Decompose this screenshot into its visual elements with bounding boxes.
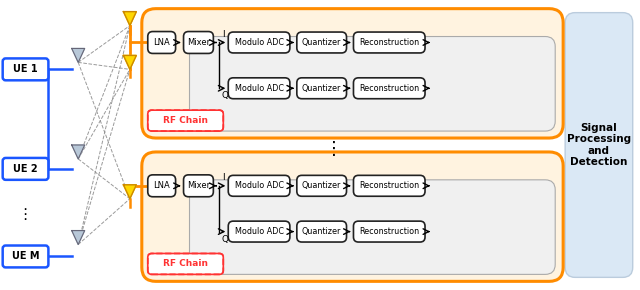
FancyBboxPatch shape [189,37,556,131]
Text: Modulo ADC: Modulo ADC [235,38,284,47]
Text: Modulo ADC: Modulo ADC [235,227,284,236]
Polygon shape [72,231,84,244]
Text: ⋮: ⋮ [324,140,342,158]
FancyBboxPatch shape [228,221,290,242]
Text: Modulo ADC: Modulo ADC [235,84,284,93]
FancyBboxPatch shape [184,32,213,53]
Text: UE 2: UE 2 [13,164,38,174]
FancyBboxPatch shape [184,175,213,197]
Polygon shape [124,185,136,199]
Polygon shape [124,55,136,69]
FancyBboxPatch shape [189,180,556,274]
FancyBboxPatch shape [3,246,49,267]
FancyBboxPatch shape [228,175,290,196]
FancyBboxPatch shape [3,158,49,180]
Text: Mixer: Mixer [187,38,210,47]
FancyBboxPatch shape [353,78,425,99]
FancyBboxPatch shape [3,58,49,80]
FancyBboxPatch shape [148,110,223,131]
FancyBboxPatch shape [142,152,563,281]
Text: UE M: UE M [12,251,39,262]
Text: Quantizer: Quantizer [302,227,341,236]
Text: Q: Q [222,91,229,100]
Text: RF Chain: RF Chain [163,116,208,125]
Text: Q: Q [222,235,229,244]
FancyBboxPatch shape [353,175,425,196]
Text: I: I [222,30,225,39]
FancyBboxPatch shape [228,32,290,53]
Text: LNA: LNA [154,38,170,47]
Polygon shape [124,12,136,26]
Polygon shape [72,145,84,159]
Text: Quantizer: Quantizer [302,84,341,93]
FancyBboxPatch shape [228,78,290,99]
FancyBboxPatch shape [297,221,346,242]
FancyBboxPatch shape [565,13,633,277]
Text: Quantizer: Quantizer [302,181,341,190]
Text: UE 1: UE 1 [13,64,38,74]
Text: Reconstruction: Reconstruction [359,181,419,190]
Text: RF Chain: RF Chain [163,260,208,269]
FancyBboxPatch shape [148,253,223,274]
Text: Modulo ADC: Modulo ADC [235,181,284,190]
Text: Reconstruction: Reconstruction [359,227,419,236]
Text: Signal
Processing
and
Detection: Signal Processing and Detection [567,123,631,167]
FancyBboxPatch shape [297,175,346,196]
FancyBboxPatch shape [297,32,346,53]
FancyBboxPatch shape [148,175,175,197]
Text: Mixer: Mixer [187,181,210,190]
Polygon shape [72,48,84,62]
Text: Reconstruction: Reconstruction [359,38,419,47]
Text: Reconstruction: Reconstruction [359,84,419,93]
FancyBboxPatch shape [353,221,425,242]
Text: ⋮: ⋮ [17,207,32,222]
Text: Quantizer: Quantizer [302,38,341,47]
FancyBboxPatch shape [297,78,346,99]
FancyBboxPatch shape [148,32,175,53]
FancyBboxPatch shape [142,9,563,138]
Text: LNA: LNA [154,181,170,190]
FancyBboxPatch shape [353,32,425,53]
Text: I: I [222,173,225,182]
